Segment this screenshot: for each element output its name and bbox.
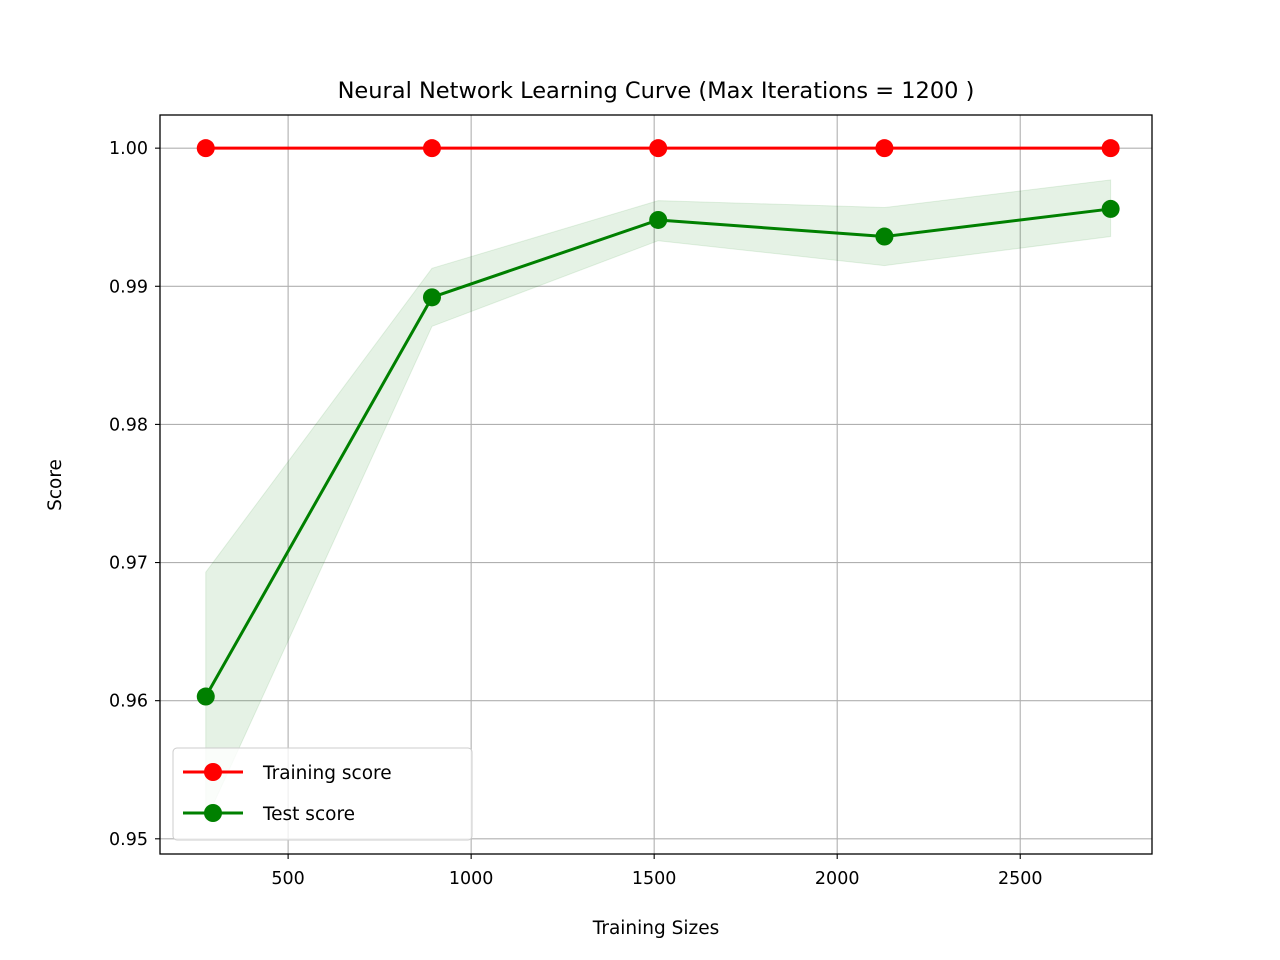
plot-frame	[159, 114, 1153, 855]
data-point	[649, 210, 668, 229]
data-point	[196, 687, 215, 706]
y-tick-label: 0.96	[109, 692, 148, 712]
y-tick-label: 0.95	[109, 830, 148, 850]
x-axis-label: Training Sizes	[592, 918, 720, 939]
y-tick-label: 0.99	[109, 277, 148, 297]
y-tick-label: 1.00	[109, 139, 148, 159]
confidence-band	[205, 179, 1112, 822]
x-tick-label: 2000	[815, 869, 860, 889]
legend-swatch-marker	[204, 763, 222, 781]
x-tick-label: 1000	[449, 869, 494, 889]
legend-swatch-marker	[204, 804, 222, 822]
x-tick-label: 500	[271, 869, 304, 889]
data-point	[1101, 139, 1120, 158]
legend-label: Training score	[262, 763, 392, 784]
confidence-bands	[205, 179, 1112, 822]
y-tick-label: 0.98	[109, 415, 148, 435]
data-point	[422, 139, 441, 158]
data-point	[875, 227, 894, 246]
y-axis-ticks: 0.95 0.96 0.97 0.98 0.99 1.00	[109, 139, 160, 850]
data-point	[1101, 199, 1120, 218]
x-axis-ticks: 500 1000 1500 2000 2500	[271, 854, 1042, 889]
y-tick-label: 0.97	[109, 554, 148, 574]
chart-title: Neural Network Learning Curve (Max Itera…	[338, 78, 975, 104]
data-point	[649, 139, 668, 158]
legend-label: Test score	[262, 804, 355, 825]
series-markers	[196, 139, 1120, 706]
legend: Training score Test score	[172, 747, 473, 841]
data-point	[196, 139, 215, 158]
y-axis-label: Score	[45, 459, 66, 511]
data-point	[422, 288, 441, 307]
data-point	[875, 139, 894, 158]
legend-entry-training: Training score	[183, 763, 392, 784]
x-tick-label: 1500	[632, 869, 677, 889]
legend-box	[172, 747, 473, 841]
legend-entry-test: Test score	[183, 804, 355, 825]
x-tick-label: 2500	[998, 869, 1043, 889]
